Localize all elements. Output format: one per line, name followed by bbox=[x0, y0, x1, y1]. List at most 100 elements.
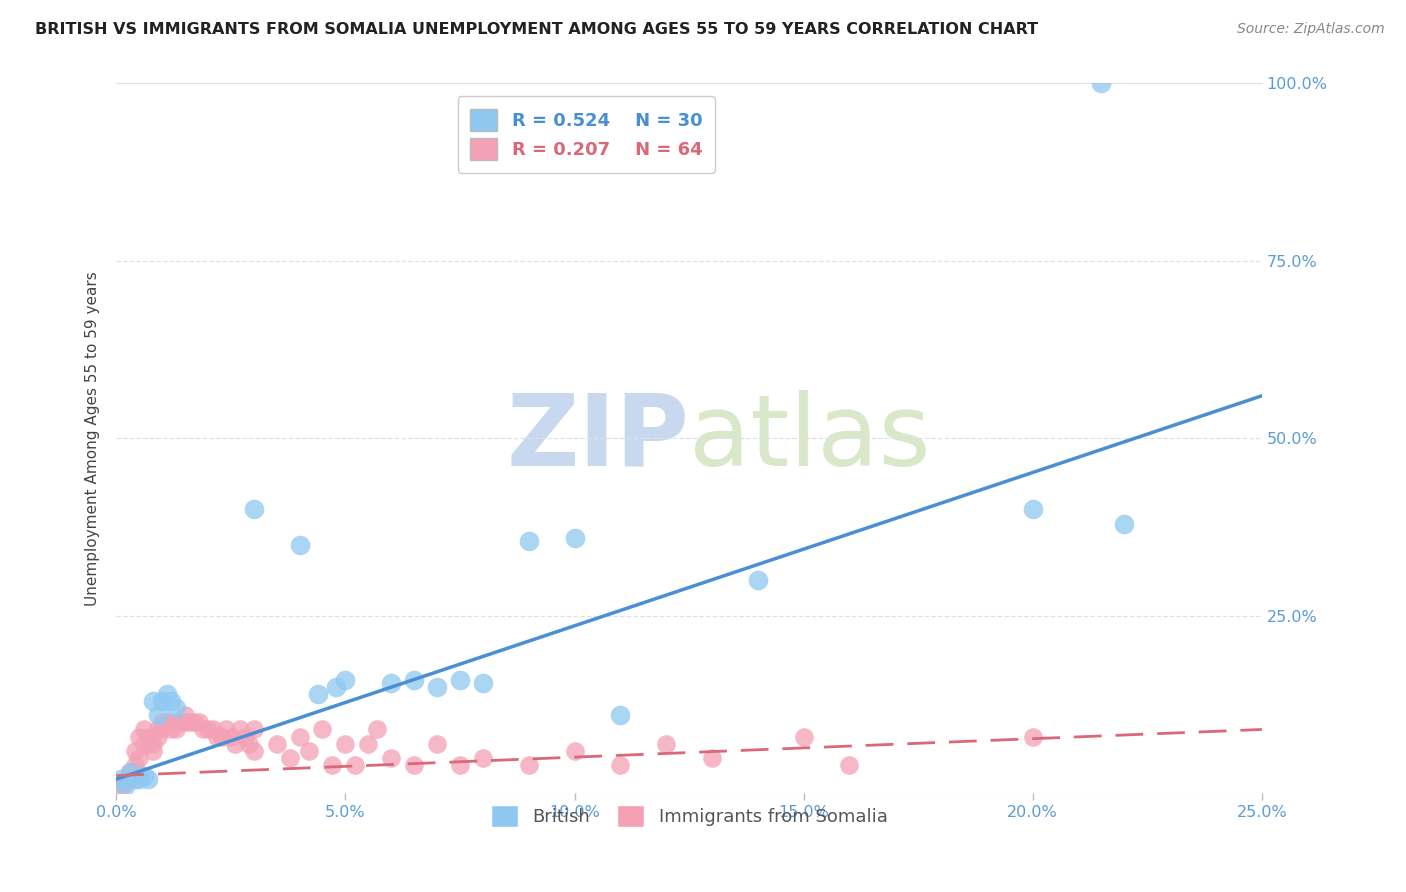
Point bbox=[404, 673, 426, 687]
Point bbox=[165, 701, 187, 715]
Text: atlas: atlas bbox=[689, 390, 931, 487]
Point bbox=[138, 730, 160, 744]
Point bbox=[197, 723, 219, 737]
Point bbox=[288, 538, 311, 552]
Point bbox=[1022, 502, 1045, 516]
Y-axis label: Unemployment Among Ages 55 to 59 years: Unemployment Among Ages 55 to 59 years bbox=[86, 271, 100, 606]
Point bbox=[449, 758, 471, 772]
Point bbox=[517, 758, 540, 772]
Point bbox=[380, 676, 402, 690]
Point bbox=[124, 772, 146, 786]
Point bbox=[160, 694, 183, 708]
Point bbox=[229, 723, 252, 737]
Text: Source: ZipAtlas.com: Source: ZipAtlas.com bbox=[1237, 22, 1385, 37]
Point bbox=[138, 772, 160, 786]
Point bbox=[793, 730, 815, 744]
Point bbox=[160, 715, 183, 730]
Point bbox=[471, 751, 494, 765]
Point bbox=[201, 723, 224, 737]
Point bbox=[150, 723, 173, 737]
Point bbox=[205, 730, 228, 744]
Point bbox=[193, 723, 215, 737]
Point bbox=[233, 730, 256, 744]
Point bbox=[609, 758, 631, 772]
Point bbox=[132, 723, 155, 737]
Point bbox=[335, 737, 357, 751]
Point bbox=[564, 744, 586, 758]
Legend: British, Immigrants from Somalia: British, Immigrants from Somalia bbox=[484, 797, 894, 834]
Point bbox=[1022, 730, 1045, 744]
Point bbox=[118, 772, 141, 786]
Point bbox=[609, 708, 631, 723]
Point bbox=[219, 730, 242, 744]
Point bbox=[174, 708, 197, 723]
Point bbox=[700, 751, 723, 765]
Point bbox=[156, 715, 179, 730]
Point bbox=[311, 723, 333, 737]
Point bbox=[160, 723, 183, 737]
Text: BRITISH VS IMMIGRANTS FROM SOMALIA UNEMPLOYMENT AMONG AGES 55 TO 59 YEARS CORREL: BRITISH VS IMMIGRANTS FROM SOMALIA UNEMP… bbox=[35, 22, 1038, 37]
Point bbox=[118, 765, 141, 780]
Point bbox=[266, 737, 288, 751]
Point bbox=[146, 723, 169, 737]
Point bbox=[426, 737, 449, 751]
Point bbox=[142, 694, 165, 708]
Point bbox=[280, 751, 302, 765]
Point bbox=[128, 772, 150, 786]
Point bbox=[238, 737, 260, 751]
Point bbox=[146, 730, 169, 744]
Point bbox=[242, 744, 264, 758]
Point bbox=[165, 723, 187, 737]
Point bbox=[150, 694, 173, 708]
Point bbox=[110, 779, 132, 793]
Point bbox=[335, 673, 357, 687]
Point bbox=[128, 751, 150, 765]
Point bbox=[242, 723, 264, 737]
Point bbox=[142, 744, 165, 758]
Point bbox=[132, 769, 155, 783]
Point bbox=[150, 715, 173, 730]
Point bbox=[132, 737, 155, 751]
Point bbox=[138, 737, 160, 751]
Point bbox=[471, 676, 494, 690]
Point bbox=[142, 737, 165, 751]
Point bbox=[242, 502, 264, 516]
Point bbox=[124, 758, 146, 772]
Point bbox=[380, 751, 402, 765]
Point bbox=[564, 531, 586, 545]
Point bbox=[1114, 516, 1136, 531]
Point bbox=[114, 775, 136, 789]
Point bbox=[124, 744, 146, 758]
Point bbox=[307, 687, 329, 701]
Point bbox=[215, 723, 238, 737]
Point bbox=[211, 730, 233, 744]
Point bbox=[517, 534, 540, 549]
Point bbox=[366, 723, 388, 737]
Point bbox=[169, 715, 191, 730]
Point bbox=[174, 715, 197, 730]
Point bbox=[224, 737, 246, 751]
Point bbox=[655, 737, 678, 751]
Point bbox=[747, 574, 769, 588]
Point bbox=[156, 687, 179, 701]
Text: ZIP: ZIP bbox=[506, 390, 689, 487]
Point bbox=[325, 680, 347, 694]
Point bbox=[357, 737, 380, 751]
Point bbox=[343, 758, 366, 772]
Point bbox=[128, 730, 150, 744]
Point bbox=[110, 772, 132, 786]
Point bbox=[146, 708, 169, 723]
Point bbox=[179, 715, 201, 730]
Point bbox=[404, 758, 426, 772]
Point bbox=[298, 744, 321, 758]
Point bbox=[426, 680, 449, 694]
Point bbox=[288, 730, 311, 744]
Point bbox=[1090, 77, 1112, 91]
Point bbox=[118, 765, 141, 780]
Point bbox=[321, 758, 343, 772]
Point bbox=[114, 779, 136, 793]
Point bbox=[449, 673, 471, 687]
Point bbox=[183, 715, 205, 730]
Point bbox=[187, 715, 209, 730]
Point bbox=[838, 758, 860, 772]
